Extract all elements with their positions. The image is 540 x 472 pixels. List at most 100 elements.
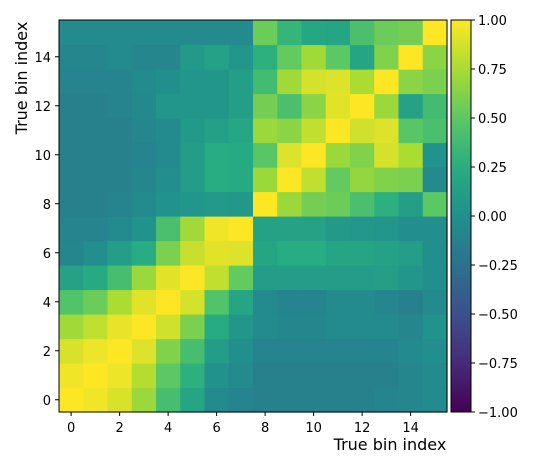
heatmap-cell — [398, 314, 424, 340]
heatmap-cell — [83, 93, 109, 119]
heatmap-cell — [301, 142, 327, 168]
heatmap-cell — [59, 142, 84, 168]
y-tick-label: 4 — [43, 296, 51, 311]
y-tick-label: 6 — [43, 247, 51, 262]
heatmap-cell — [107, 167, 133, 193]
heatmap-cell — [398, 69, 424, 95]
colorbar-tick-label: −0.25 — [478, 259, 518, 274]
heatmap-cell — [83, 265, 109, 291]
x-tick-label: 0 — [67, 421, 75, 436]
heatmap-cell — [59, 338, 84, 364]
heatmap-cell — [253, 338, 278, 364]
heatmap-cell — [156, 118, 181, 144]
heatmap-cell — [398, 216, 424, 242]
heatmap-cell — [325, 191, 351, 217]
heatmap-cell — [131, 387, 157, 413]
x-tick-label: 10 — [305, 421, 322, 436]
heatmap-cell — [301, 191, 327, 217]
heatmap-cell — [301, 216, 327, 242]
heatmap-cell — [325, 387, 351, 413]
y-tick-label: 12 — [34, 100, 51, 115]
heatmap-cell — [131, 216, 157, 242]
heatmap-cell — [83, 167, 109, 193]
heatmap-cell — [204, 314, 230, 340]
heatmap-cell — [422, 363, 448, 389]
heatmap-cell — [325, 20, 351, 46]
heatmap-cell — [107, 265, 133, 291]
heatmap-cell — [398, 142, 424, 168]
heatmap-cell — [228, 20, 254, 46]
heatmap-cell — [325, 265, 351, 291]
heatmap-cell — [277, 93, 303, 119]
heatmap-cell — [204, 142, 230, 168]
heatmap-cell — [59, 387, 84, 413]
y-tick-label: 8 — [43, 198, 51, 213]
heatmap-cell — [156, 216, 181, 242]
heatmap-cell — [59, 289, 84, 315]
heatmap-cell — [350, 44, 375, 70]
heatmap-cell — [253, 167, 278, 193]
heatmap-cell — [180, 69, 206, 95]
heatmap-cell — [277, 363, 303, 389]
heatmap-cell — [59, 240, 84, 266]
heatmap-cell — [350, 118, 375, 144]
heatmap-cell — [228, 216, 254, 242]
heatmap-cell — [180, 142, 206, 168]
heatmap-cell — [325, 289, 351, 315]
heatmap-cell — [156, 191, 181, 217]
heatmap-cell — [422, 118, 448, 144]
heatmap-cell — [301, 69, 327, 95]
colorbar-ticks: −1.00 −0.75 −0.50 −0.25 0.00 0.25 0.50 0.75 1.00 — [471, 14, 518, 421]
heatmap-cell — [374, 44, 400, 70]
heatmap-cell — [374, 240, 400, 266]
heatmap-cell — [59, 44, 84, 70]
heatmap-cell — [253, 118, 278, 144]
heatmap-cell — [350, 314, 375, 340]
heatmap-cell — [350, 387, 375, 413]
y-axis-label: True bin index — [12, 22, 31, 136]
heatmap-cell — [83, 289, 109, 315]
heatmap-cell — [350, 142, 375, 168]
heatmap-cell — [156, 167, 181, 193]
heatmap-cell — [204, 216, 230, 242]
heatmap-cell — [301, 167, 327, 193]
heatmap-cell — [83, 44, 109, 70]
heatmap-cell — [374, 363, 400, 389]
heatmap-cell — [301, 314, 327, 340]
heatmap-cell — [301, 265, 327, 291]
heatmap-cell — [204, 363, 230, 389]
heatmap-cell — [131, 142, 157, 168]
heatmap-cell — [350, 20, 375, 46]
heatmap-cell — [156, 265, 181, 291]
heatmap-cell — [350, 191, 375, 217]
heatmap-cell — [156, 240, 181, 266]
heatmap-cell — [228, 314, 254, 340]
heatmap-cell — [325, 93, 351, 119]
heatmap-cell — [59, 69, 84, 95]
heatmap-cell — [180, 240, 206, 266]
heatmap-cell — [204, 240, 230, 266]
heatmap-cell — [277, 167, 303, 193]
heatmap-cell — [228, 240, 254, 266]
heatmap-cell — [350, 69, 375, 95]
heatmap-cell — [422, 265, 448, 291]
heatmap-cell — [180, 216, 206, 242]
heatmap-cell — [156, 20, 181, 46]
colorbar-tick-label: 0.25 — [478, 161, 507, 176]
heatmap-cell — [253, 314, 278, 340]
x-tick-label: 6 — [212, 421, 220, 436]
heatmap-cell — [374, 314, 400, 340]
heatmap-cell — [277, 216, 303, 242]
heatmap-cell — [277, 338, 303, 364]
x-axis-ticks: 0 2 4 6 8 10 12 14 — [67, 412, 419, 436]
heatmap-cell — [350, 338, 375, 364]
heatmap-cell — [107, 216, 133, 242]
heatmap-cell — [398, 167, 424, 193]
heatmap-cell — [131, 314, 157, 340]
plot-frame — [58, 19, 448, 413]
heatmap-cell — [253, 93, 278, 119]
heatmap-cell — [204, 289, 230, 315]
heatmap-cell — [228, 265, 254, 291]
y-axis-ticks: 0 2 4 6 8 10 12 14 — [34, 51, 59, 409]
